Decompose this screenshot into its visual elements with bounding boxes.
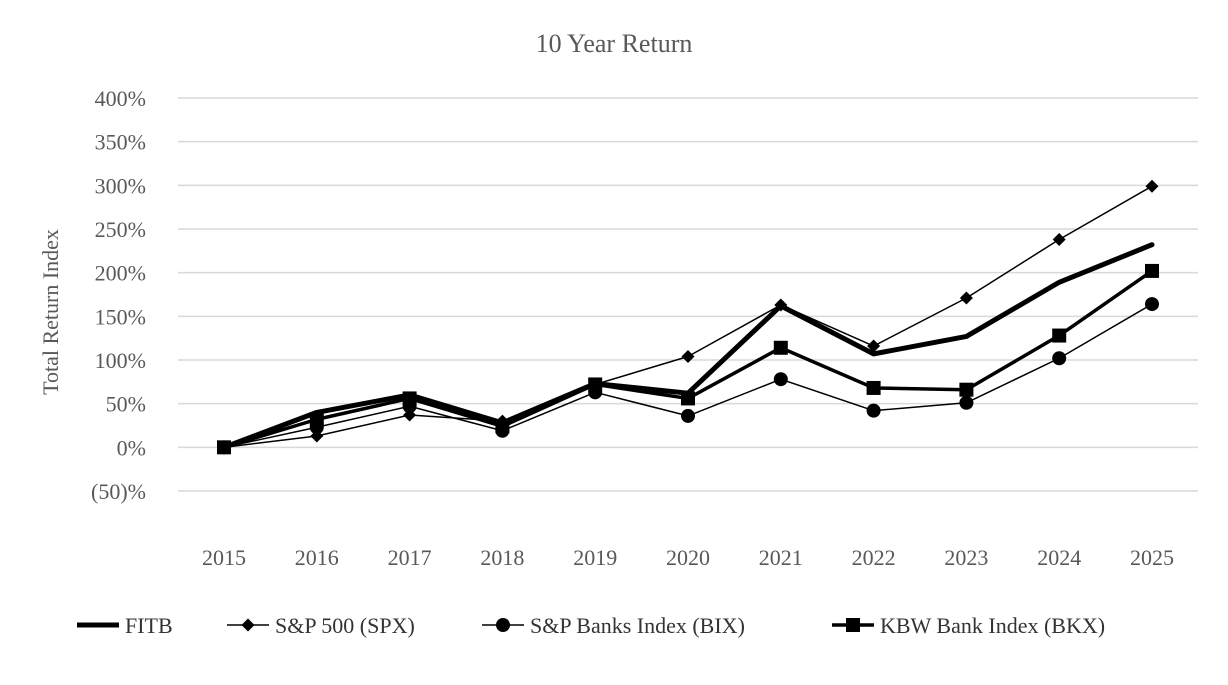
legend: FITB S&P 500 (SPX) S&P Banks Index (BIX) KB… bbox=[77, 613, 1105, 638]
y-tick-label: 400% bbox=[95, 86, 146, 111]
y-tick-label: (50)% bbox=[91, 479, 146, 504]
x-tick-label: 2017 bbox=[388, 545, 432, 570]
data-point-s-p-banks-index-bix bbox=[959, 395, 974, 410]
legend-label: KBW Bank Index (BKX) bbox=[880, 613, 1105, 638]
data-point-s-p-500-spx bbox=[959, 291, 973, 305]
data-point-s-p-banks-index-bix bbox=[681, 408, 695, 423]
series-line-fitb bbox=[221, 242, 1155, 450]
x-tick-label: 2022 bbox=[852, 545, 896, 570]
y-tick-label: 150% bbox=[95, 304, 146, 329]
legend-label: FITB bbox=[125, 613, 173, 638]
data-point-s-p-500-spx bbox=[867, 339, 881, 353]
y-tick-label: 0% bbox=[117, 435, 146, 460]
data-point-s-p-500-spx bbox=[681, 350, 695, 364]
chart-title: 10 Year Return bbox=[536, 29, 693, 58]
y-tick-label: 100% bbox=[95, 348, 146, 373]
y-axis-ticks: (50)% 0% 50% 100% 150% 200% 250% 300% 350% 400% bbox=[91, 86, 146, 504]
y-tick-label: 200% bbox=[95, 261, 146, 286]
series-group bbox=[217, 179, 1159, 455]
legend-swatch-marker bbox=[496, 618, 510, 632]
x-tick-label: 2019 bbox=[573, 545, 617, 570]
x-tick-label: 2021 bbox=[759, 545, 803, 570]
x-axis-ticks: 2015 2016 2017 2018 2019 2020 2021 2022 2023 2024… bbox=[202, 545, 1174, 570]
x-tick-label: 2015 bbox=[202, 545, 246, 570]
data-point-kbw-bank-index-bkx bbox=[1052, 328, 1067, 343]
x-tick-label: 2016 bbox=[295, 545, 339, 570]
legend-entry-s-p-banks-index-bix: S&P Banks Index (BIX) bbox=[482, 613, 745, 638]
x-tick-label: 2018 bbox=[480, 545, 524, 570]
x-tick-label: 2024 bbox=[1037, 545, 1081, 570]
data-point-s-p-banks-index-bix bbox=[866, 403, 881, 418]
data-point-kbw-bank-index-bkx bbox=[1145, 263, 1159, 278]
legend-label: S&P Banks Index (BIX) bbox=[530, 613, 745, 638]
data-point-s-p-banks-index-bix bbox=[1145, 297, 1159, 312]
y-tick-label: 250% bbox=[95, 217, 146, 242]
x-tick-label: 2020 bbox=[666, 545, 710, 570]
data-point-kbw-bank-index-bkx bbox=[866, 380, 881, 395]
legend-entry-s-p-500-spx: S&P 500 (SPX) bbox=[227, 613, 415, 638]
data-point-s-p-500-spx bbox=[1145, 179, 1159, 193]
series-fitb bbox=[221, 242, 1155, 450]
x-tick-label: 2025 bbox=[1130, 545, 1174, 570]
data-point-s-p-500-spx bbox=[1052, 232, 1066, 246]
data-point-kbw-bank-index-bkx bbox=[959, 382, 974, 397]
legend-entry-fitb: FITB bbox=[77, 613, 173, 638]
x-tick-label: 2023 bbox=[944, 545, 988, 570]
series-s-p-banks-index-bix bbox=[217, 297, 1159, 455]
legend-label: S&P 500 (SPX) bbox=[275, 613, 415, 638]
y-axis-label: Total Return Index bbox=[38, 229, 63, 395]
y-tick-label: 50% bbox=[106, 392, 146, 417]
y-tick-label: 350% bbox=[95, 130, 146, 155]
legend-swatch-marker bbox=[846, 618, 860, 632]
legend-swatch-marker bbox=[241, 618, 255, 632]
data-point-s-p-banks-index-bix bbox=[773, 372, 788, 387]
data-point-kbw-bank-index-bkx bbox=[773, 340, 788, 355]
y-tick-label: 300% bbox=[95, 173, 146, 198]
gridlines bbox=[178, 97, 1198, 492]
legend-entry-kbw-bank-index-bkx: KBW Bank Index (BKX) bbox=[832, 613, 1105, 638]
data-point-s-p-banks-index-bix bbox=[1052, 351, 1067, 366]
